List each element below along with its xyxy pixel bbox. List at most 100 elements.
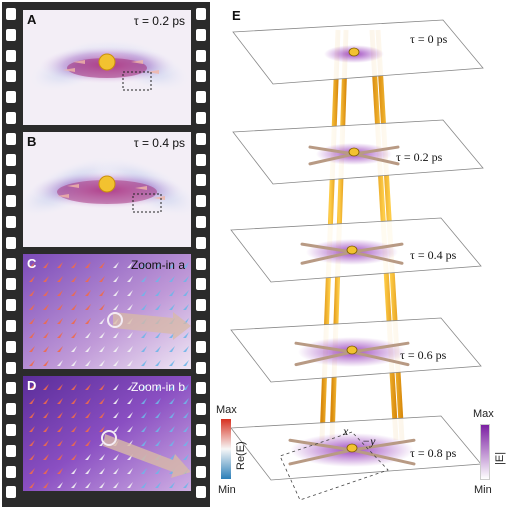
field-arrow xyxy=(43,276,49,282)
abs-colorbar-min: Min xyxy=(474,484,492,496)
field-arrow xyxy=(71,440,77,446)
film-sprocket-hole xyxy=(6,112,16,124)
field-arrow xyxy=(141,276,147,282)
field-arrow xyxy=(155,440,161,446)
field-arrow xyxy=(57,440,63,446)
film-sprocket-hole xyxy=(196,403,206,416)
field-arrow xyxy=(99,468,105,474)
field-arrow xyxy=(183,398,189,404)
field-arrow xyxy=(141,262,147,268)
field-arrow xyxy=(113,360,119,366)
propagation-arrow xyxy=(300,250,354,265)
film-sprocket-hole xyxy=(196,236,206,249)
field-arrow xyxy=(141,346,147,352)
field-arrow xyxy=(141,304,147,310)
panel-b-field xyxy=(23,132,191,247)
field-arrow xyxy=(85,384,91,390)
field-arrow xyxy=(183,412,189,418)
field-arrow xyxy=(169,398,175,404)
field-arrow xyxy=(141,426,147,432)
field-arrow xyxy=(71,276,77,282)
field-arrow xyxy=(43,482,49,488)
field-arrow xyxy=(113,384,119,390)
field-arrow xyxy=(155,332,161,338)
field-arrow xyxy=(29,398,35,404)
field-arrow xyxy=(169,360,175,366)
field-arrow xyxy=(71,346,77,352)
field-arrow xyxy=(183,346,189,352)
film-sprocket-hole xyxy=(6,49,16,62)
field-arrow xyxy=(141,332,147,338)
panel-d-title: Zoom-in b xyxy=(130,380,185,394)
field-arrow xyxy=(57,290,63,296)
field-arrow xyxy=(85,360,91,366)
panel-a-field xyxy=(23,10,191,125)
film-sprocket-hole xyxy=(196,216,206,228)
field-arrow xyxy=(155,262,161,268)
film-sprocket-hole xyxy=(196,8,206,20)
field-arrow xyxy=(183,482,189,488)
field-arrow xyxy=(85,398,91,404)
field-arrow xyxy=(169,426,175,432)
panel-d-field xyxy=(23,376,191,491)
field-arrow xyxy=(113,332,119,338)
field-arrow xyxy=(43,398,49,404)
panel-b: B τ = 0.4 ps xyxy=(23,132,191,247)
field-arrow xyxy=(29,276,35,282)
film-sprocket-hole xyxy=(6,153,16,166)
field-arrow xyxy=(57,318,63,324)
propagation-arrow xyxy=(350,438,416,452)
field-arrow xyxy=(43,426,49,432)
field-arrow xyxy=(71,398,77,404)
axis-guide xyxy=(279,431,389,501)
field-arrow xyxy=(85,304,91,310)
field-arrow xyxy=(85,412,91,418)
field-arrow xyxy=(99,360,105,366)
film-sprocket-hole xyxy=(6,257,16,270)
field-arrow xyxy=(183,290,189,296)
film-sprocket-hole xyxy=(6,174,16,187)
field-arrow xyxy=(141,468,147,474)
film-sprocket-hole xyxy=(6,278,16,291)
propagation-arrow xyxy=(308,145,356,156)
plane-4-label: τ = 0.8 ps xyxy=(410,446,457,460)
field-arrow xyxy=(99,346,105,352)
field-arrow xyxy=(169,262,175,268)
field-arrow xyxy=(113,426,119,432)
field-arrow xyxy=(183,440,189,446)
film-sprocket-hole xyxy=(196,320,206,332)
propagation-arrow xyxy=(294,341,354,354)
field-arrow xyxy=(183,384,189,390)
plane-1-label: τ = 0.2 ps xyxy=(396,150,443,164)
field-arrow xyxy=(85,332,91,338)
field-arrow xyxy=(29,482,35,488)
field-arrow xyxy=(127,412,133,418)
field-arrow xyxy=(99,412,105,418)
field-arrow xyxy=(43,304,49,310)
film-sprocket-hole xyxy=(196,91,206,104)
abs-colorbar xyxy=(480,424,490,480)
field-arrow xyxy=(127,384,133,390)
field-arrow xyxy=(71,412,77,418)
re-colorbar-label: Re(E) xyxy=(235,441,247,470)
field-arrow xyxy=(99,454,105,460)
film-sprocket-hole xyxy=(6,216,16,228)
field-arrow xyxy=(85,482,91,488)
nanoparticle xyxy=(348,147,360,157)
panel-c: C Zoom-in a xyxy=(23,254,191,369)
field-arrow xyxy=(169,454,175,460)
field-arrow xyxy=(43,318,49,324)
film-sprocket-hole xyxy=(6,132,16,145)
plane-2-label: τ = 0.4 ps xyxy=(410,248,457,262)
field-arrow xyxy=(155,360,161,366)
field-arrow xyxy=(169,440,175,446)
panel-d: D Zoom-in b xyxy=(23,376,191,491)
field-arrow xyxy=(155,346,161,352)
field-arrow xyxy=(155,426,161,432)
field-arrow xyxy=(155,412,161,418)
film-sprocket-hole xyxy=(6,236,16,249)
field-arrow xyxy=(43,332,49,338)
re-colorbar-max: Max xyxy=(216,404,237,416)
field-arrow xyxy=(155,384,161,390)
